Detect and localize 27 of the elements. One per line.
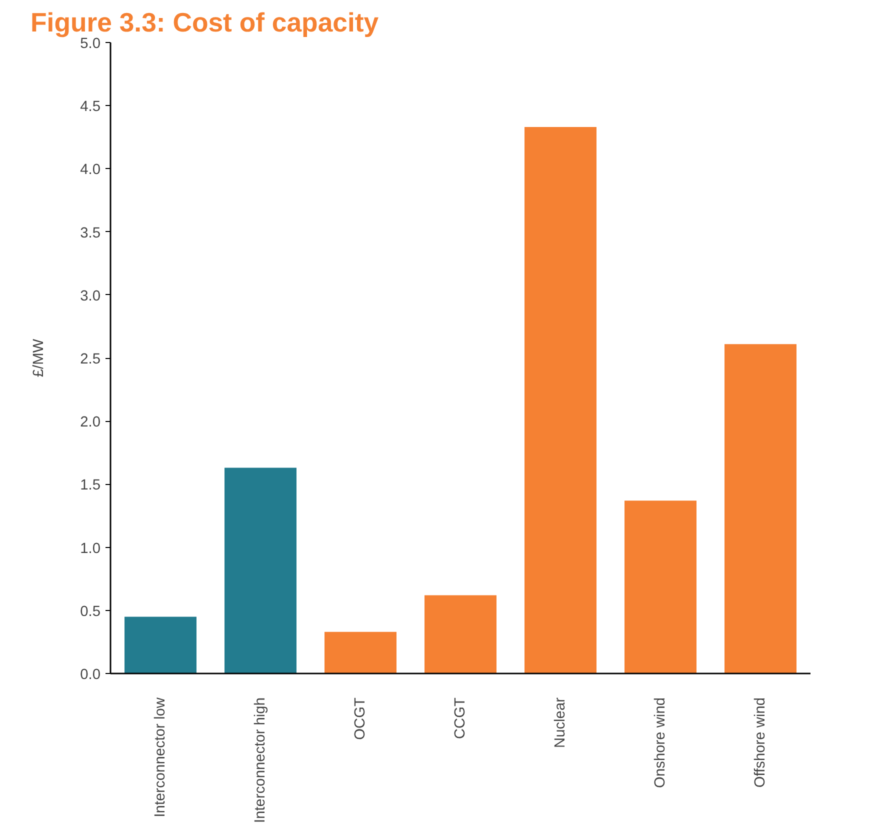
y-tick-label: 1.5 [80, 478, 100, 494]
x-tick-label: Onshore wind [652, 697, 668, 788]
x-tick-label: OCGT [352, 697, 368, 740]
y-tick-label: 4.5 [80, 99, 100, 116]
y-tick-label: 2.0 [80, 414, 100, 431]
x-tick-label: Interconnector high [252, 697, 268, 823]
bar [724, 344, 796, 674]
x-tick-label: Interconnector low [152, 697, 168, 818]
bar [524, 127, 596, 674]
chart-title: Figure 3.3: Cost of capacity [30, 8, 379, 38]
bar [624, 500, 696, 674]
y-tick-label: 2.5 [80, 352, 100, 368]
y-tick-label: 3.5 [80, 225, 100, 242]
y-tick-label: 1.0 [80, 540, 100, 557]
x-tick-label: CCGT [452, 697, 468, 740]
bar [424, 595, 496, 674]
bar [324, 632, 396, 674]
bar [124, 616, 196, 674]
y-tick-label: 3.0 [80, 288, 100, 304]
y-axis-title: £/MW [31, 338, 48, 378]
x-tick-label: Nuclear [552, 697, 568, 748]
bar [224, 468, 296, 674]
y-tick-label: 5.0 [80, 36, 100, 52]
y-tick-label: 4.0 [80, 162, 100, 178]
y-tick-label: 0.0 [80, 667, 100, 683]
x-tick-label: Offshore wind [752, 698, 768, 788]
y-tick-label: 0.5 [80, 604, 100, 620]
